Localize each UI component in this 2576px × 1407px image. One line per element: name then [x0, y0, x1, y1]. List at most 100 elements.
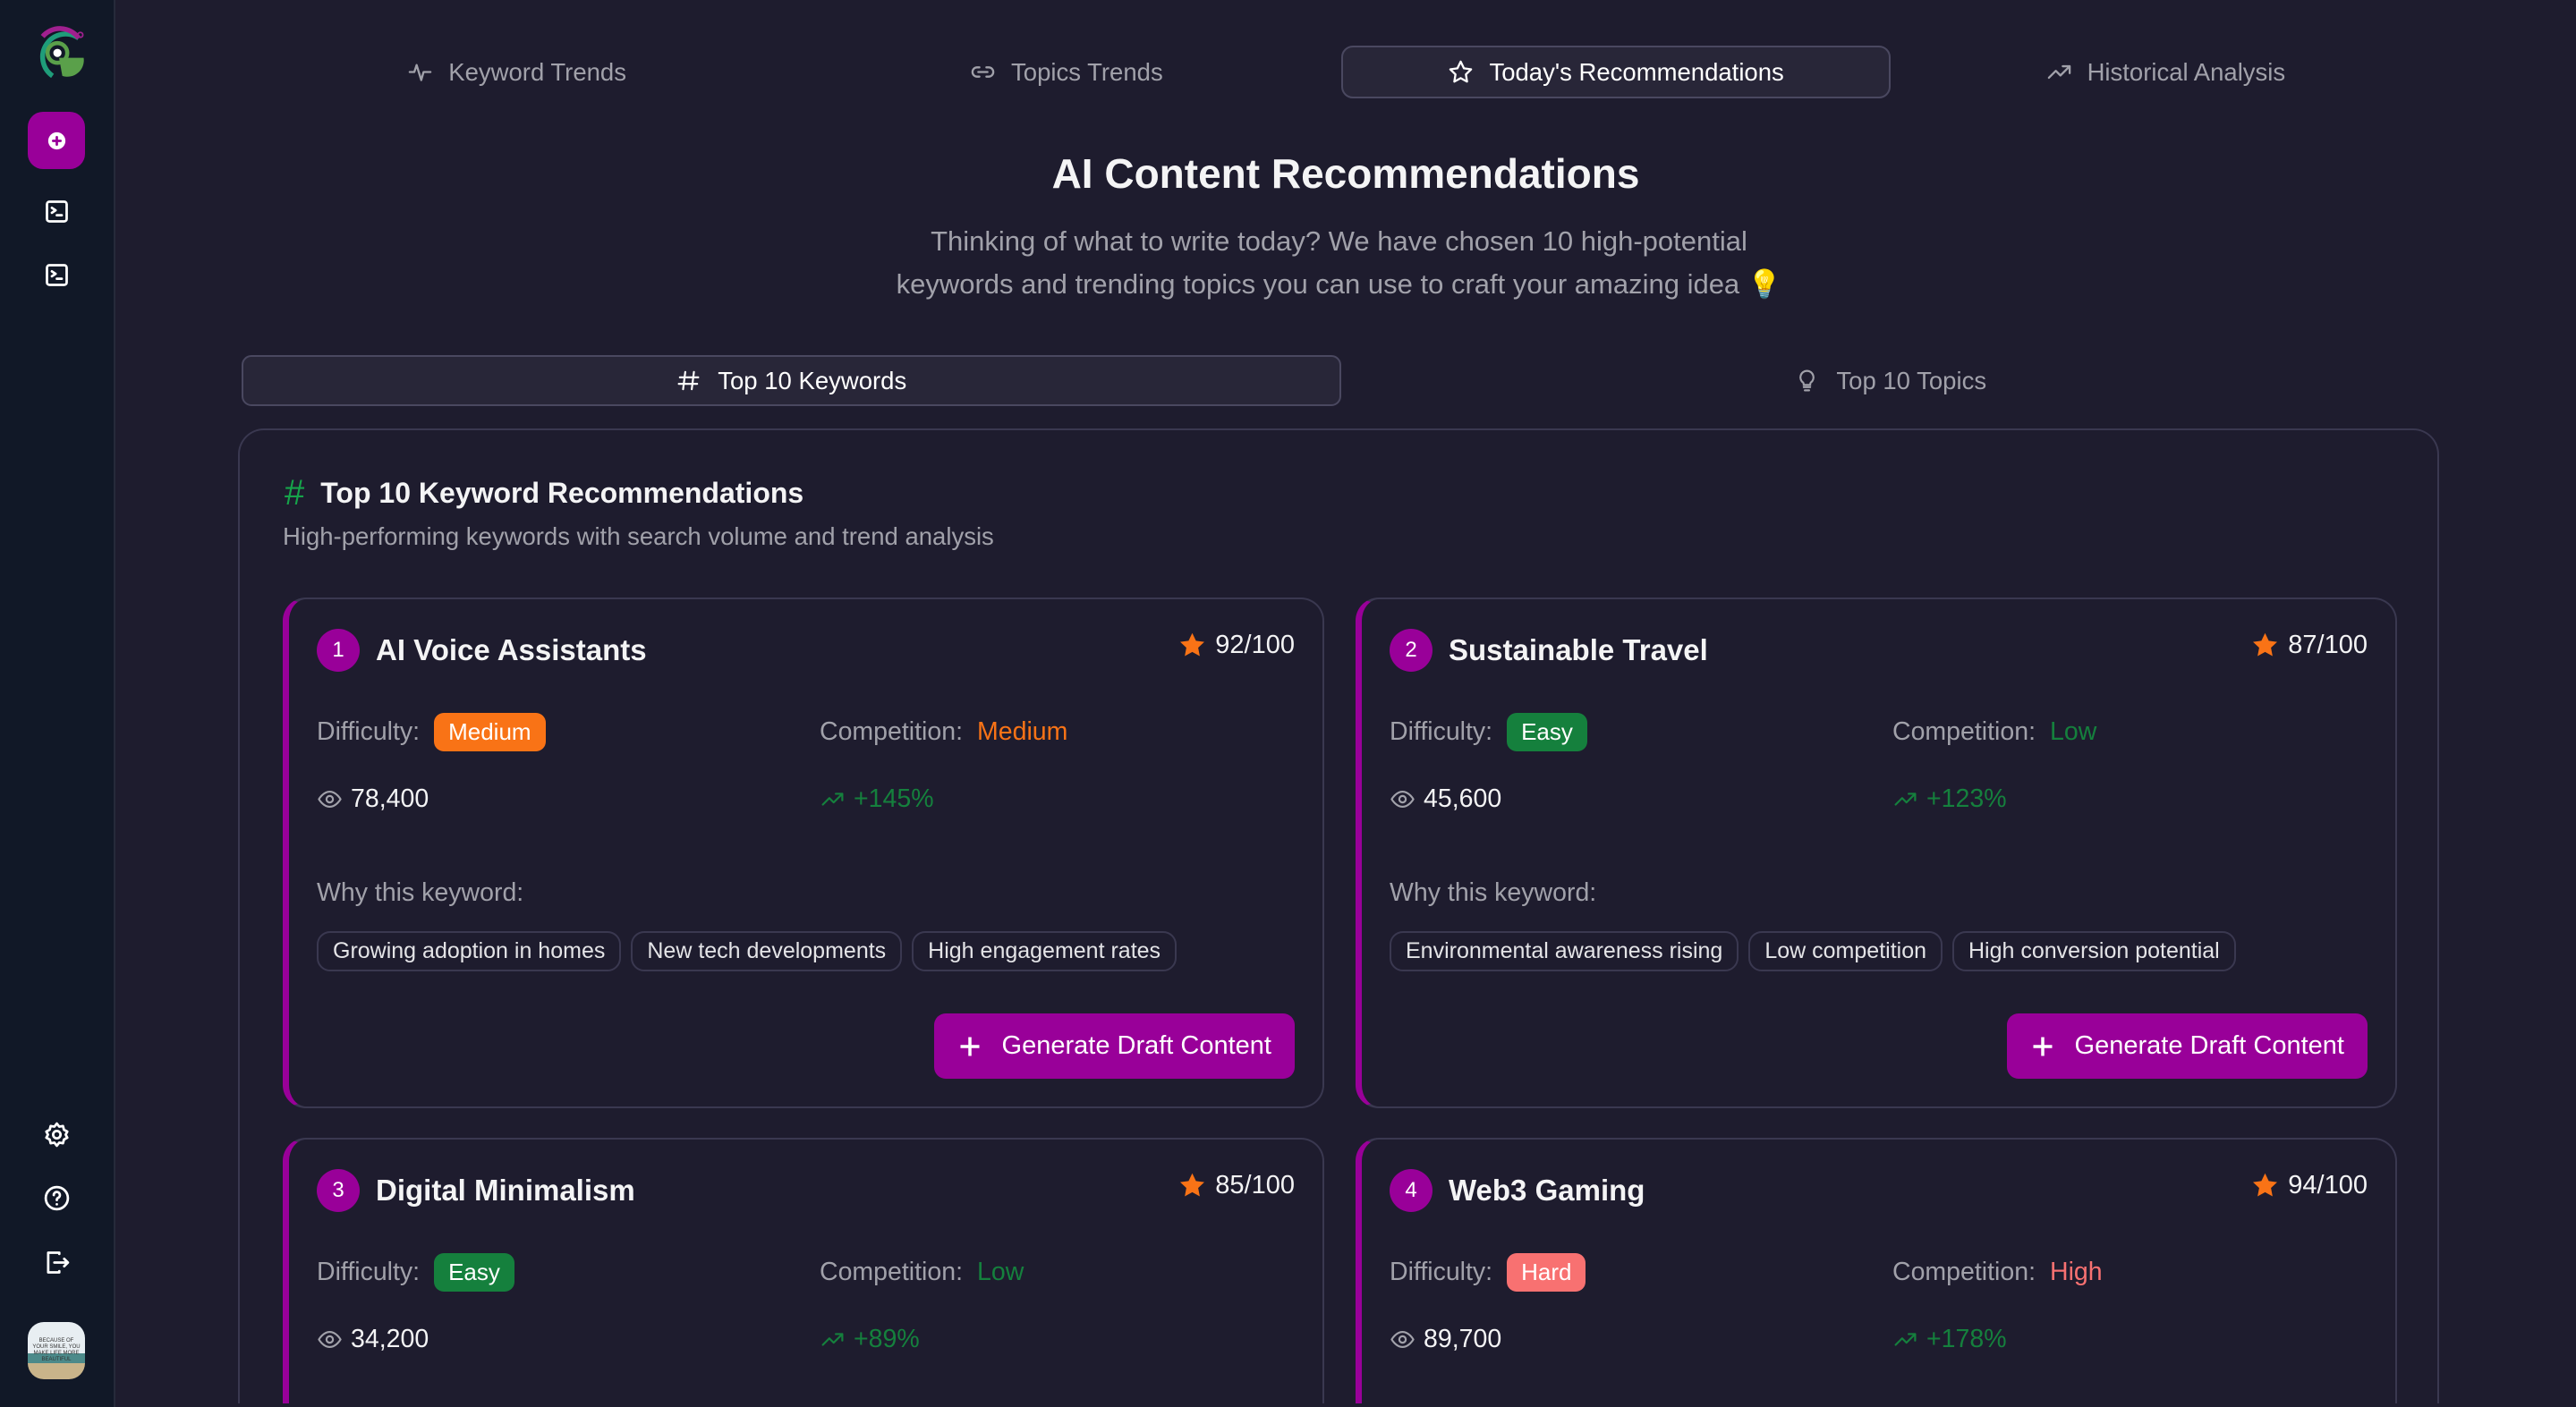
- main-tabs: Keyword Trends Topics Trends Today's Rec…: [242, 46, 2440, 98]
- competition-value: Medium: [977, 717, 1068, 746]
- difficulty-label: Difficulty:: [1390, 1258, 1493, 1286]
- score: 92/100: [1177, 631, 1295, 660]
- tab-label: Topics Trends: [1011, 57, 1163, 86]
- tab-label: Top 10 Keywords: [718, 366, 907, 394]
- competition-label: Competition:: [1892, 1258, 2036, 1286]
- keyword-card: 1 AI Voice Assistants 92/100 Difficulty: M…: [283, 598, 1324, 1108]
- logout-button[interactable]: [28, 1233, 85, 1291]
- trend-value: +123%: [1926, 784, 2007, 813]
- hash-icon: #: [285, 473, 305, 513]
- keyword-title: AI Voice Assistants: [376, 633, 647, 666]
- generate-draft-button[interactable]: Generate Draft Content: [933, 1013, 1295, 1079]
- eye-icon: [318, 1330, 342, 1349]
- page-title: AI Content Recommendations: [1051, 150, 1640, 197]
- tab-keyword-trends[interactable]: Keyword Trends: [242, 46, 791, 98]
- star-icon: [1180, 1173, 1205, 1197]
- difficulty-label: Difficulty:: [1390, 717, 1493, 746]
- terminal-button-2[interactable]: [28, 246, 85, 303]
- subtitle-line: Thinking of what to write today? We have…: [931, 225, 1747, 257]
- link-icon: [971, 66, 995, 78]
- plus-circle-icon: [47, 131, 65, 149]
- difficulty-badge: Medium: [434, 713, 546, 751]
- eye-icon: [1390, 790, 1415, 809]
- tab-topics-trends[interactable]: Topics Trends: [791, 46, 1340, 98]
- trending-up-icon: [2047, 64, 2070, 80]
- reason-list: Environmental awareness rising Low compet…: [1390, 931, 2236, 971]
- plus-icon: [960, 1037, 980, 1055]
- star-icon: [2253, 632, 2278, 657]
- competition-label: Competition:: [1892, 717, 2036, 746]
- tab-top-keywords[interactable]: Top 10 Keywords: [242, 355, 1341, 406]
- keyword-title: Digital Minimalism: [376, 1174, 635, 1207]
- avatar-image-text: BECAUSE OF YOUR SMILE, YOU MAKE LIFE MOR…: [32, 1338, 81, 1362]
- reason-chip: High engagement rates: [912, 931, 1177, 971]
- score-value: 92/100: [1215, 631, 1295, 659]
- rank-badge: 1: [317, 629, 360, 672]
- trending-up-icon: [821, 1333, 844, 1346]
- reason-chip: New tech developments: [631, 931, 903, 971]
- competition-value: Low: [977, 1258, 1024, 1286]
- plus-icon: [2033, 1037, 2053, 1055]
- reason-list: Growing adoption in homes New tech develo…: [317, 931, 1177, 971]
- keyword-title: Sustainable Travel: [1449, 633, 1708, 666]
- panel-title: Top 10 Keyword Recommendations: [320, 477, 804, 509]
- tab-todays-recommendations[interactable]: Today's Recommendations: [1340, 46, 1891, 98]
- recommendation-subtabs: Top 10 Keywords Top 10 Topics: [242, 355, 2440, 406]
- tab-label: Keyword Trends: [448, 57, 626, 86]
- activity-icon: [408, 64, 432, 81]
- star-icon: [2253, 1173, 2278, 1197]
- keyword-card: 4 Web3 Gaming 94/100 Difficulty: Hard Comp…: [1356, 1138, 2397, 1403]
- star-icon: [1450, 60, 1473, 83]
- competition-value: High: [2050, 1258, 2103, 1286]
- generate-draft-button[interactable]: Generate Draft Content: [2006, 1013, 2368, 1079]
- new-content-button[interactable]: [28, 112, 85, 169]
- search-volume: 45,600: [1424, 784, 1502, 813]
- search-volume: 89,700: [1424, 1325, 1502, 1353]
- gear-icon: [44, 1122, 69, 1147]
- settings-button[interactable]: [28, 1106, 85, 1163]
- keyword-card: 2 Sustainable Travel 87/100 Difficulty: Ea…: [1356, 598, 2397, 1108]
- app-logo: [39, 26, 84, 79]
- difficulty-badge: Hard: [1507, 1253, 1586, 1292]
- terminal-icon: [45, 199, 68, 223]
- keyword-card: 3 Digital Minimalism 85/100 Difficulty: Ea…: [283, 1138, 1324, 1403]
- trend-value: +89%: [854, 1325, 920, 1353]
- difficulty-label: Difficulty:: [317, 1258, 421, 1286]
- tab-label: Today's Recommendations: [1489, 57, 1784, 86]
- tab-historical-analysis[interactable]: Historical Analysis: [1891, 46, 2440, 98]
- tab-label: Historical Analysis: [2087, 57, 2286, 86]
- panel-subtitle: High-performing keywords with search vol…: [283, 522, 994, 550]
- search-volume: 34,200: [351, 1325, 429, 1353]
- competition-value: Low: [2050, 717, 2097, 746]
- score-value: 85/100: [1215, 1171, 1295, 1199]
- hash-icon: [677, 370, 700, 391]
- difficulty-badge: Easy: [434, 1253, 514, 1292]
- keyword-recommendations-panel: # Top 10 Keyword Recommendations High-per…: [238, 428, 2439, 1403]
- score: 85/100: [1177, 1171, 1295, 1200]
- search-volume: 78,400: [351, 784, 429, 813]
- terminal-icon: [45, 263, 68, 286]
- competition-label: Competition:: [820, 1258, 963, 1286]
- tab-label: Top 10 Topics: [1836, 366, 1987, 394]
- terminal-button-1[interactable]: [28, 182, 85, 240]
- eye-icon: [1390, 1330, 1415, 1349]
- lightbulb-icon: [1799, 369, 1815, 392]
- score-value: 87/100: [2288, 631, 2368, 659]
- avatar[interactable]: BECAUSE OF YOUR SMILE, YOU MAKE LIFE MOR…: [28, 1322, 85, 1379]
- rank-badge: 3: [317, 1169, 360, 1212]
- eye-icon: [318, 790, 342, 809]
- competition-label: Competition:: [820, 717, 963, 746]
- why-label: Why this keyword:: [317, 878, 524, 907]
- score: 94/100: [2250, 1171, 2368, 1200]
- difficulty-label: Difficulty:: [317, 717, 421, 746]
- reason-chip: Growing adoption in homes: [317, 931, 622, 971]
- star-icon: [1180, 632, 1205, 657]
- page-subtitle: Thinking of what to write today? We have…: [821, 220, 1857, 306]
- tab-top-topics[interactable]: Top 10 Topics: [1341, 355, 2441, 406]
- help-icon: [44, 1185, 69, 1210]
- difficulty-badge: Easy: [1507, 713, 1587, 751]
- score-value: 94/100: [2288, 1171, 2368, 1199]
- help-button[interactable]: [28, 1169, 85, 1226]
- sidebar: BECAUSE OF YOUR SMILE, YOU MAKE LIFE MOR…: [0, 0, 115, 1407]
- trend-value: +178%: [1926, 1325, 2007, 1353]
